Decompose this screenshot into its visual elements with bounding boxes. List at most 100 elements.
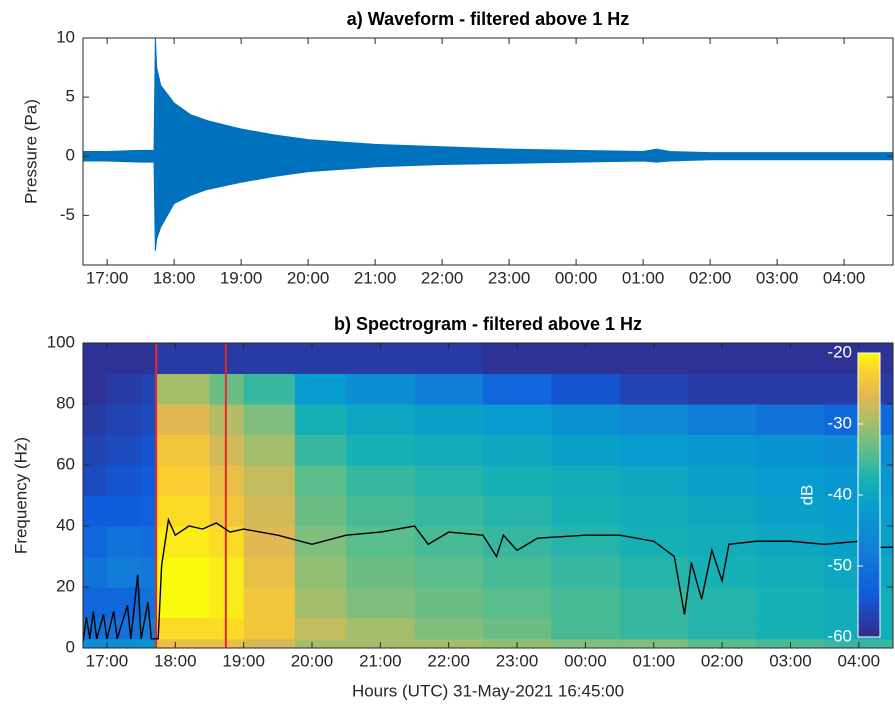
heatmap-cell: [156, 404, 210, 435]
waveform-area: [83, 155, 893, 251]
heatmap-cell: [551, 526, 621, 557]
heatmap-cell: [141, 465, 157, 496]
x-tick-label: 00:00: [564, 651, 607, 670]
heatmap-cell: [414, 587, 484, 618]
heatmap-cell: [482, 404, 552, 435]
heatmap-cell: [414, 404, 484, 435]
x-tick-label: 00:00: [555, 268, 598, 287]
heatmap-cell: [687, 617, 757, 640]
heatmap-cell: [756, 587, 826, 618]
x-tick-label: 22:00: [421, 268, 464, 287]
axes-frame: [82, 37, 894, 266]
colorbar-tick-label: -40: [827, 484, 852, 503]
x-tick-label: 18:00: [153, 268, 196, 287]
heatmap-cell: [482, 495, 552, 527]
heatmap-cell: [756, 465, 826, 496]
heatmap-cell: [83, 434, 108, 466]
heatmap-cell: [551, 434, 621, 466]
heatmap-cell: [83, 526, 108, 557]
colorbar-tick-label: -50: [827, 555, 852, 574]
heatmap-cell: [294, 373, 347, 405]
heatmap-cell: [687, 404, 757, 435]
heatmap-cell: [687, 526, 757, 557]
heatmap-cell: [141, 587, 157, 618]
heatmap-cell: [294, 404, 347, 435]
heatmap-cell: [106, 434, 142, 466]
heatmap-cell: [619, 465, 689, 496]
heatmap-cell: [346, 587, 416, 618]
heatmap-cell: [687, 495, 757, 527]
heatmap-cell: [243, 404, 296, 435]
heatmap-cell: [106, 495, 142, 527]
heatmap-cell: [141, 526, 157, 557]
heatmap-cell: [106, 638, 142, 649]
heatmap-cell: [294, 495, 347, 527]
waveform-area: [83, 38, 893, 157]
heatmap-cell: [346, 404, 416, 435]
colorbar-tick-label: -30: [827, 413, 852, 432]
heatmap-cell: [294, 617, 347, 640]
heatmap-cell: [141, 556, 157, 588]
heatmap-cell: [414, 495, 484, 527]
chart-title: a) Waveform - filtered above 1 Hz: [347, 9, 629, 29]
heatmap-cell: [756, 404, 826, 435]
y-tick-label: 0: [66, 637, 75, 656]
y-axis-label: Pressure (Pa): [21, 99, 40, 204]
heatmap-cell: [106, 373, 142, 405]
heatmap-cell: [243, 434, 296, 466]
colorbar-tick-label: -20: [827, 342, 852, 361]
heatmap-cell: [346, 465, 416, 496]
x-tick-label: 21:00: [354, 268, 397, 287]
heatmap-cell: [619, 587, 689, 618]
heatmap-cell: [551, 465, 621, 496]
heatmap-cell: [346, 617, 416, 640]
heatmap-cell: [294, 556, 347, 588]
y-tick-label: 60: [56, 454, 75, 473]
heatmap-cell: [414, 465, 484, 496]
heatmap-cell: [243, 373, 296, 405]
heatmap-cell: [83, 495, 108, 527]
axes-frame: [82, 342, 894, 649]
median-frequency-line: [82, 517, 893, 642]
x-tick-label: 17:00: [86, 651, 129, 670]
heatmap-cell: [106, 343, 142, 374]
x-tick-label: 01:00: [622, 268, 665, 287]
heatmap-cell: [106, 526, 142, 557]
heatmap-cell: [619, 404, 689, 435]
heatmap-cell: [687, 434, 757, 466]
heatmap-cell: [414, 434, 484, 466]
heatmap-cell: [551, 404, 621, 435]
heatmap-cell: [482, 617, 552, 640]
heatmap-cell: [482, 373, 552, 405]
heatmap-cell: [551, 587, 621, 618]
heatmap-cell: [243, 495, 296, 527]
heatmap-cell: [414, 526, 484, 557]
heatmap-cell: [243, 617, 296, 640]
y-tick-label: 10: [56, 27, 75, 46]
x-tick-label: 02:00: [701, 651, 744, 670]
heatmap-cell: [346, 526, 416, 557]
heatmap-cell: [294, 587, 347, 618]
x-tick-label: 20:00: [287, 268, 330, 287]
heatmap-cell: [294, 343, 347, 374]
heatmap-cell: [346, 373, 416, 405]
heatmap-cell: [619, 556, 689, 588]
heatmap-cell: [619, 434, 689, 466]
x-tick-label: 21:00: [359, 651, 402, 670]
heatmap-cell: [156, 343, 210, 374]
x-tick-label: 18:00: [154, 651, 197, 670]
heatmap-cell: [156, 434, 210, 466]
x-axis-label: Hours (UTC) 31-May-2021 16:45:00: [352, 681, 624, 700]
heatmap-cell: [551, 617, 621, 640]
y-tick-label: 20: [56, 576, 75, 595]
y-axis-label: Frequency (Hz): [11, 437, 30, 554]
heatmap-cell: [414, 617, 484, 640]
heatmap-cell: [156, 617, 210, 640]
heatmap-cell: [106, 556, 142, 588]
heatmap-cell: [156, 587, 210, 618]
heatmap-cell: [346, 556, 416, 588]
heatmap-cell: [83, 404, 108, 435]
heatmap-cell: [156, 556, 210, 588]
heatmap-cell: [83, 556, 108, 588]
